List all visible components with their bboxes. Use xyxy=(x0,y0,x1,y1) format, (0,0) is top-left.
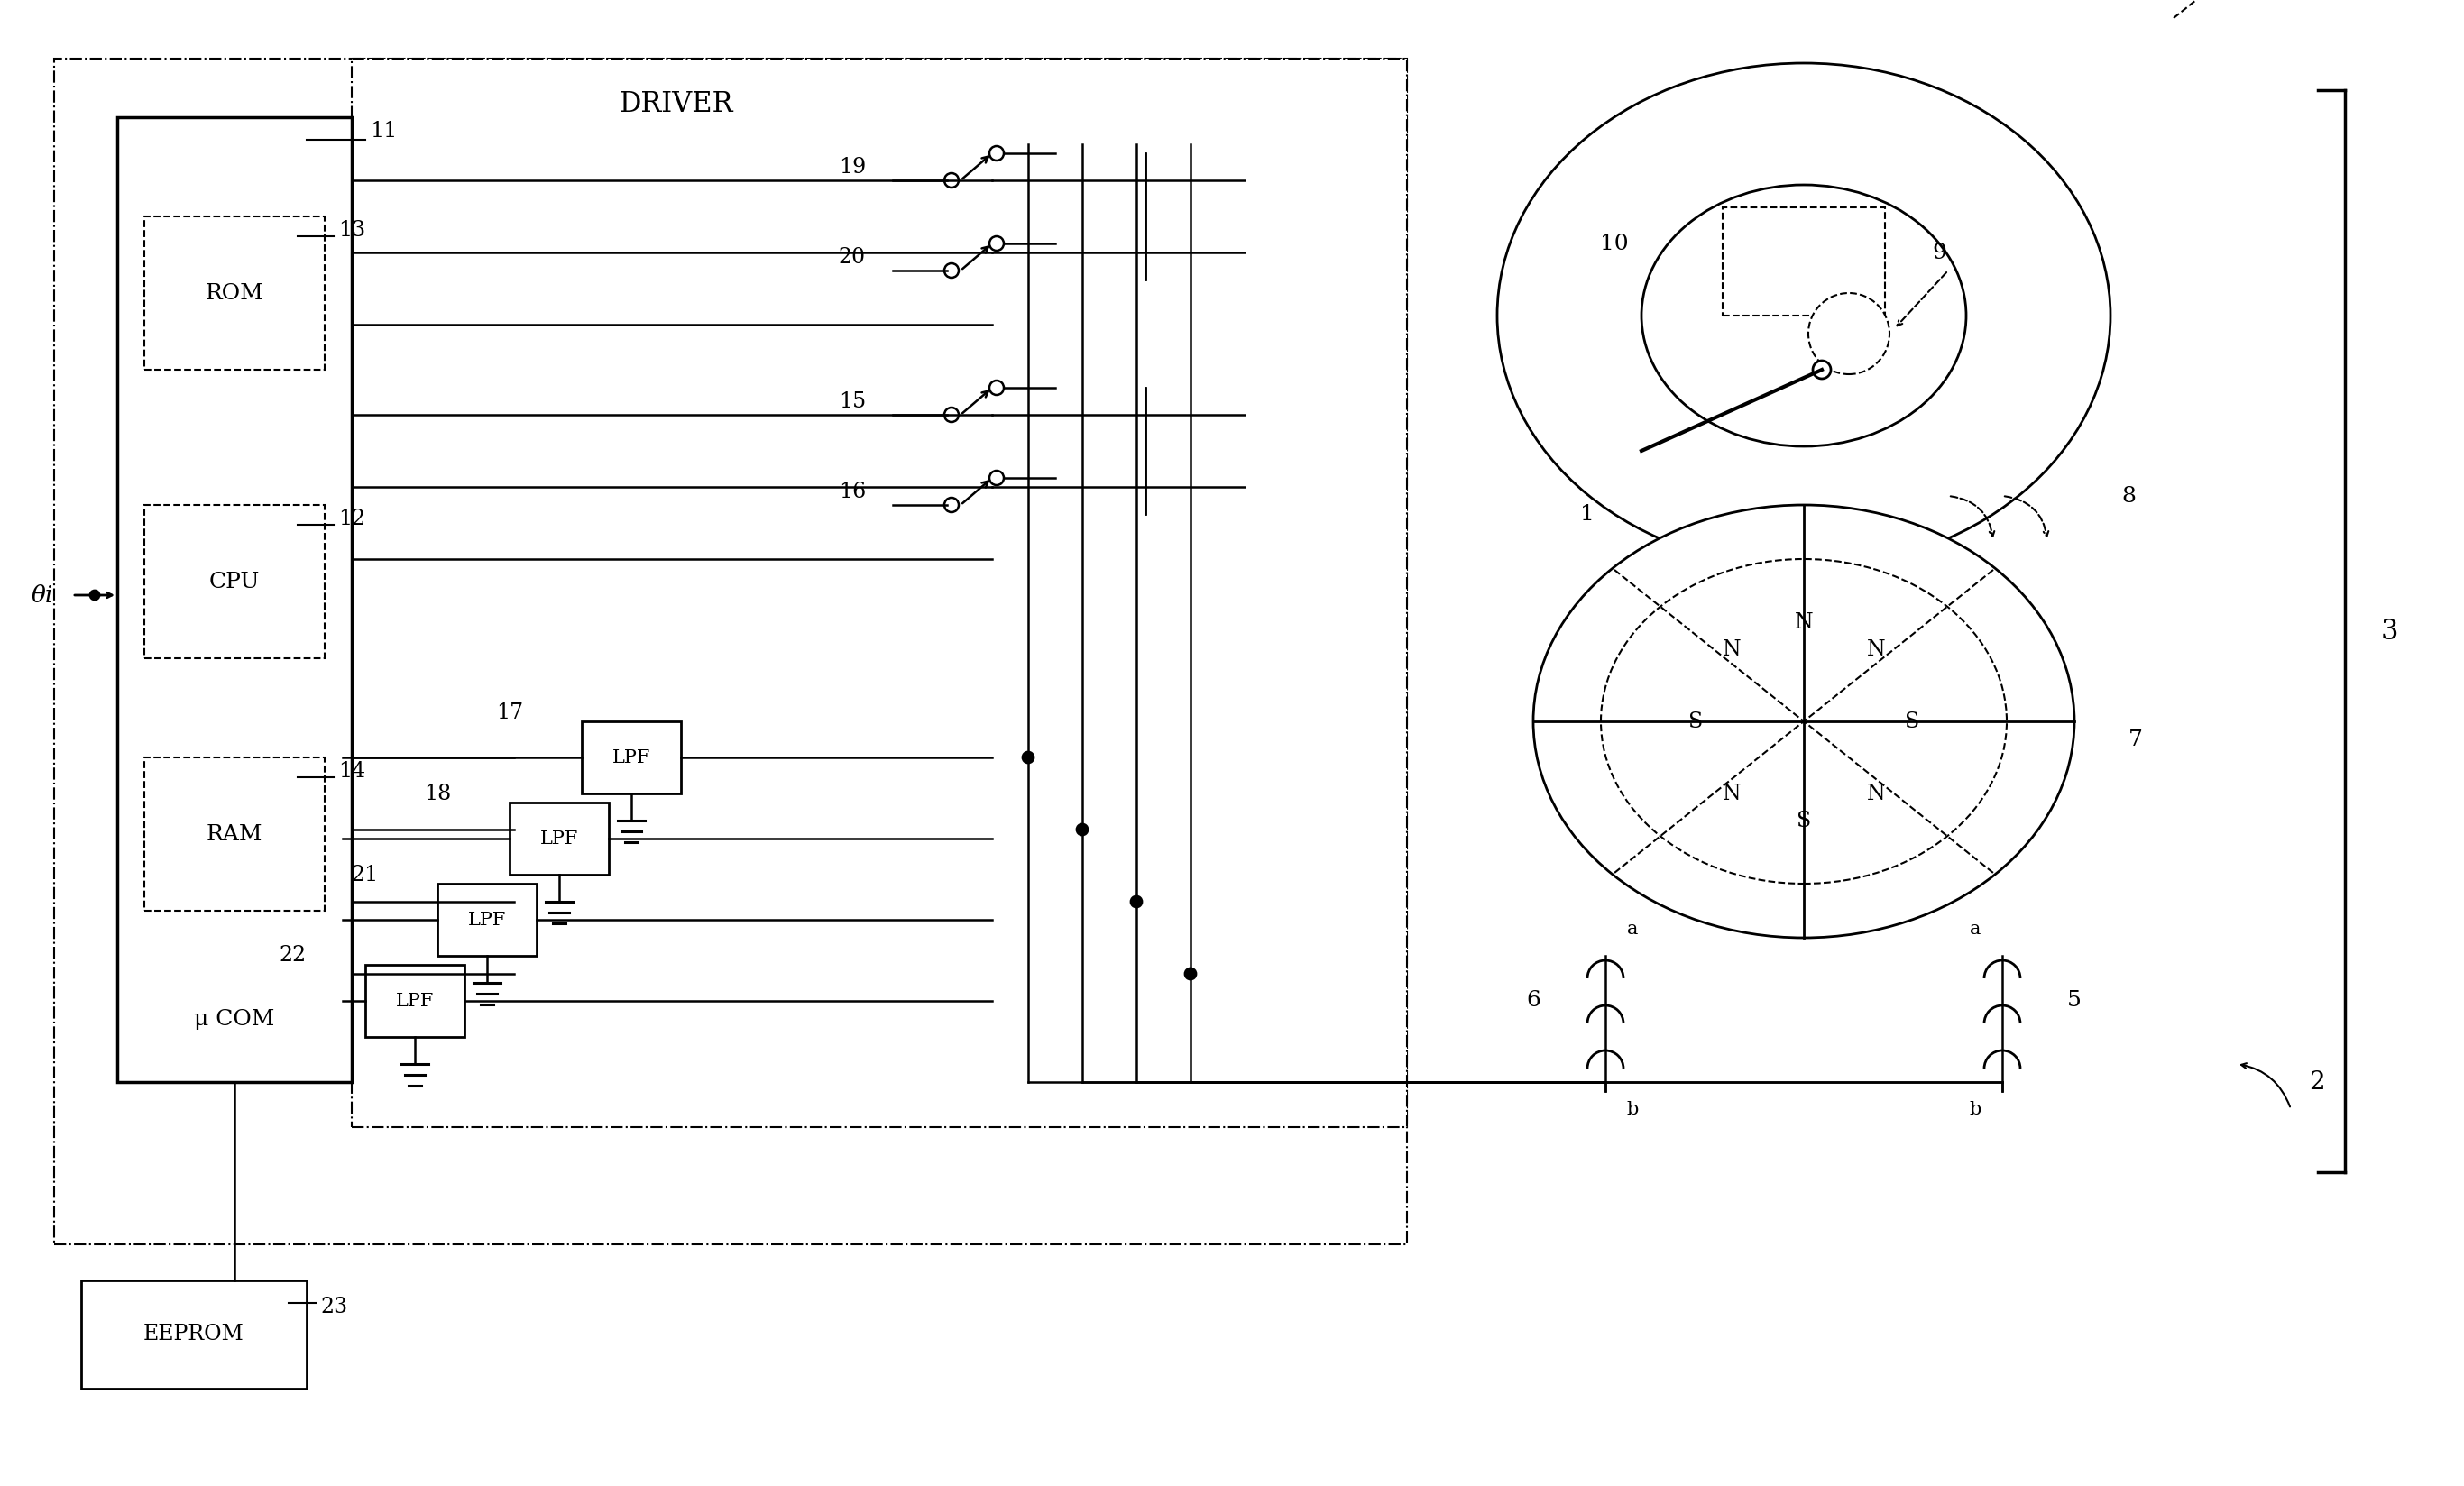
Circle shape xyxy=(1809,293,1890,374)
Circle shape xyxy=(91,590,99,600)
Text: 1: 1 xyxy=(1579,504,1594,525)
Text: N: N xyxy=(1868,639,1885,660)
Text: LPF: LPF xyxy=(397,993,434,1009)
Text: 12: 12 xyxy=(338,508,365,529)
Text: 14: 14 xyxy=(338,761,365,782)
Text: b: b xyxy=(1969,1101,1981,1117)
Circle shape xyxy=(944,407,958,422)
Bar xyxy=(145,217,325,370)
Text: 16: 16 xyxy=(838,481,865,502)
Text: S: S xyxy=(1688,710,1703,731)
Bar xyxy=(118,117,352,1082)
Text: 2: 2 xyxy=(2309,1070,2324,1094)
Ellipse shape xyxy=(1533,505,2075,938)
Bar xyxy=(145,758,325,911)
Text: 5: 5 xyxy=(2067,991,2082,1012)
Bar xyxy=(352,58,1407,1126)
Circle shape xyxy=(1814,361,1831,379)
Text: 7: 7 xyxy=(2129,730,2144,750)
Text: b: b xyxy=(1626,1101,1639,1117)
Circle shape xyxy=(944,498,958,513)
Text: N: N xyxy=(1794,612,1814,633)
Text: 21: 21 xyxy=(352,865,379,886)
Bar xyxy=(145,505,325,658)
Text: CPU: CPU xyxy=(209,571,259,591)
Text: a: a xyxy=(1969,920,1981,938)
Bar xyxy=(510,802,609,875)
Circle shape xyxy=(1131,896,1141,906)
Circle shape xyxy=(991,380,1003,395)
Text: 3: 3 xyxy=(2380,617,2397,645)
Text: 15: 15 xyxy=(838,391,865,412)
Circle shape xyxy=(991,236,1003,251)
Text: LPF: LPF xyxy=(611,749,650,765)
Text: N: N xyxy=(1722,639,1742,660)
Text: 11: 11 xyxy=(370,120,397,141)
Text: θi: θi xyxy=(32,584,54,606)
Text: N: N xyxy=(1722,783,1742,804)
Circle shape xyxy=(1077,825,1087,835)
Circle shape xyxy=(944,174,958,187)
Text: a: a xyxy=(1626,920,1639,938)
Circle shape xyxy=(991,471,1003,484)
Bar xyxy=(365,964,466,1037)
Ellipse shape xyxy=(1602,559,2006,884)
Circle shape xyxy=(1023,752,1032,762)
Text: 13: 13 xyxy=(338,220,365,241)
Circle shape xyxy=(944,263,958,278)
Text: 19: 19 xyxy=(838,156,865,177)
Text: 23: 23 xyxy=(320,1297,347,1318)
Text: 22: 22 xyxy=(278,945,306,966)
Text: 6: 6 xyxy=(1525,991,1540,1012)
Circle shape xyxy=(991,146,1003,160)
Bar xyxy=(81,1281,306,1388)
Text: RAM: RAM xyxy=(207,823,264,844)
Ellipse shape xyxy=(1641,184,1966,446)
Bar xyxy=(54,58,1407,1244)
Text: N: N xyxy=(1868,783,1885,804)
Text: DRIVER: DRIVER xyxy=(618,89,734,117)
Text: ROM: ROM xyxy=(205,282,264,303)
Text: 20: 20 xyxy=(838,247,865,267)
Text: LPF: LPF xyxy=(540,831,579,847)
Text: μ COM: μ COM xyxy=(195,1009,276,1030)
Bar xyxy=(439,884,537,955)
Ellipse shape xyxy=(1498,62,2112,568)
Text: 9: 9 xyxy=(1932,242,1947,263)
Text: LPF: LPF xyxy=(468,911,505,929)
Text: 10: 10 xyxy=(1599,233,1629,254)
Text: S: S xyxy=(1905,710,1919,731)
Circle shape xyxy=(1185,969,1195,979)
Text: 17: 17 xyxy=(495,701,522,722)
Text: EEPROM: EEPROM xyxy=(143,1324,244,1345)
Bar xyxy=(582,721,680,794)
Text: 18: 18 xyxy=(424,783,451,804)
Bar xyxy=(1722,208,1885,315)
Text: 8: 8 xyxy=(2122,486,2136,507)
Text: S: S xyxy=(1796,810,1811,831)
